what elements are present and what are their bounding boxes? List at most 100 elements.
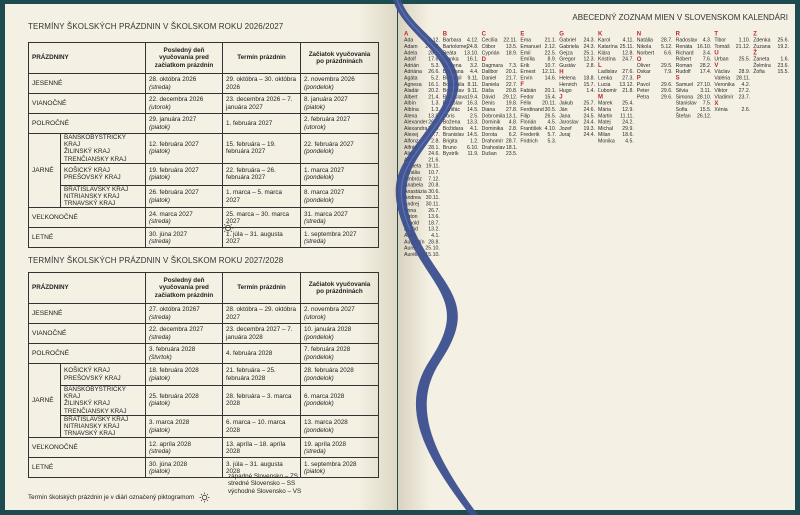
name: Jakub (559, 101, 573, 107)
name-day: 15.4. (545, 94, 557, 100)
name: František (520, 126, 542, 132)
name: Andrej (404, 201, 419, 207)
holiday-row: KOŠICKÝ KRAJ PREŠOVSKÝ KRAJ 19. februára 2… (29, 162, 380, 186)
name-day: 28.2. (700, 63, 712, 69)
name: Rudolf (676, 69, 692, 75)
name: Silvia (676, 88, 689, 94)
last-day-weekday: (utorok) (149, 103, 171, 111)
holiday-row: POLROČNÉ 3. februára 2028 (štvrtok) 4. febr… (27, 343, 380, 364)
name: Filip (520, 113, 530, 119)
name-day: 17.6. (428, 57, 440, 63)
name: Gustáv (559, 63, 576, 69)
name: Bohumila (443, 82, 465, 88)
name: Bonifác (443, 107, 461, 113)
name-day: 30.6. (428, 189, 440, 195)
start: 1. marca 2027 (304, 167, 345, 175)
name: Helena (559, 75, 576, 81)
start-weekday: (pondelok) (304, 196, 334, 204)
regions-cell: KOŠICKÝ KRAJ PREŠOVSKÝ KRAJ (59, 363, 147, 386)
name: Karol (598, 38, 610, 44)
name: Albína (404, 107, 419, 113)
name-day: 15.5. (700, 107, 712, 113)
region: KOŠICKÝ KRAJ (64, 167, 110, 175)
name-day: 1.4. (586, 88, 595, 94)
name-day: 14.5. (467, 132, 479, 138)
letter-heading: U (714, 50, 718, 56)
name: Lucia (598, 82, 611, 88)
name: Ján (559, 107, 567, 113)
term: 1. marca – 5. marca 2027 (226, 189, 283, 204)
start-weekday: (utorok) (304, 123, 326, 131)
name-day: 4.1. (470, 126, 479, 132)
name: Arpád (404, 227, 418, 233)
name-day: 18.9. (506, 50, 518, 56)
start-cell: 2. februára 2027 (utorok) (300, 113, 380, 134)
name: Ferdinand (520, 107, 543, 113)
name-day: 28.7. (661, 38, 673, 44)
start: 8. marca 2027 (304, 189, 345, 197)
name: Oliver (637, 63, 651, 69)
term: 13. apríla – 18. apríla 2028 (226, 440, 286, 455)
name-day: 29.6. (661, 94, 673, 100)
region: BANSKOBYSTRICKÝ KRAJ (64, 134, 126, 149)
name: Gabriela (559, 44, 579, 50)
last-day-cell: 12. februára 2027 (piatok) (145, 133, 224, 164)
holiday-row: JARNÉ KOŠICKÝ KRAJ PREŠOVSKÝ KRAJ 18. febru… (28, 362, 380, 439)
name-day: 2.12. (545, 44, 557, 50)
name: Alexandra (404, 126, 427, 132)
name: Florián (520, 120, 536, 126)
last-day-weekday: (piatok) (149, 374, 171, 382)
name-day: 25.1. (583, 50, 595, 56)
name: Petra (637, 94, 650, 100)
name-day: 11.9. (467, 151, 478, 157)
name: Urban (714, 57, 728, 63)
name: Zdenka (753, 38, 770, 44)
term-cell: 1. februára 2027 (222, 113, 302, 134)
name-day: 16.1. (428, 82, 440, 88)
last-day: 28. októbra 2026 (149, 76, 197, 84)
name-day: 29.6. (661, 88, 673, 94)
name-day: 30.11. (426, 195, 440, 201)
name-day: 4.1. (431, 233, 440, 239)
name-day: 26.12. (697, 113, 711, 119)
name: Drahomír (482, 138, 504, 144)
name-day: 1.10. (739, 38, 751, 44)
name-day: 20.8. (506, 88, 518, 94)
name-day: 27.8. (506, 107, 518, 113)
name-day: 10.7. (428, 170, 440, 176)
start: 1. septembra 2028 (304, 460, 357, 468)
season: JARNÉ (28, 132, 61, 209)
name: Norbert (637, 50, 655, 56)
season: POLROČNÉ (27, 113, 147, 134)
name: Blažena (443, 63, 462, 69)
holiday-row: LETNÉ 30. júna 2028 (piatok) 3. júla – 31. … (27, 457, 380, 479)
name-day: 19.11. (426, 164, 440, 170)
start: 2. novembra 2026 (304, 76, 355, 84)
name-day: 4.10. (545, 126, 557, 132)
name-day: 13.1. (506, 113, 518, 119)
name-day: 19.8. (506, 101, 518, 107)
last-day-weekday: (piatok) (149, 174, 171, 182)
name: Dobromila (482, 113, 506, 119)
name: Dominika (482, 126, 504, 132)
name-day: 28.8. (428, 239, 440, 245)
name-day: 23.5. (506, 151, 518, 157)
name-day: 4.12. (428, 38, 440, 44)
name: Matej (598, 120, 611, 126)
letter-heading: C (482, 32, 487, 38)
name-day: 2.6. (742, 107, 751, 113)
term: 1. júla – 31. augusta 2027 (226, 230, 283, 245)
name-day: 13.5. (506, 44, 518, 50)
start: 10. januára 2028 (304, 326, 352, 334)
name: Aurélia (404, 252, 420, 258)
term: 25. marca – 30. marca 2027 (226, 210, 290, 225)
name-day: 20.11. (542, 101, 556, 107)
name: Peter (637, 88, 650, 94)
name-day: 5.3. (548, 138, 557, 144)
name-day: 19.2. (777, 44, 789, 50)
holiday-row: JESENNÉ 27. októbra 20267 (streda) 28. októ… (27, 303, 380, 324)
name: Dorota (482, 132, 498, 138)
name: Cecília (482, 38, 498, 44)
name-day: 4.2. (742, 82, 751, 88)
letter-heading: F (520, 82, 524, 88)
